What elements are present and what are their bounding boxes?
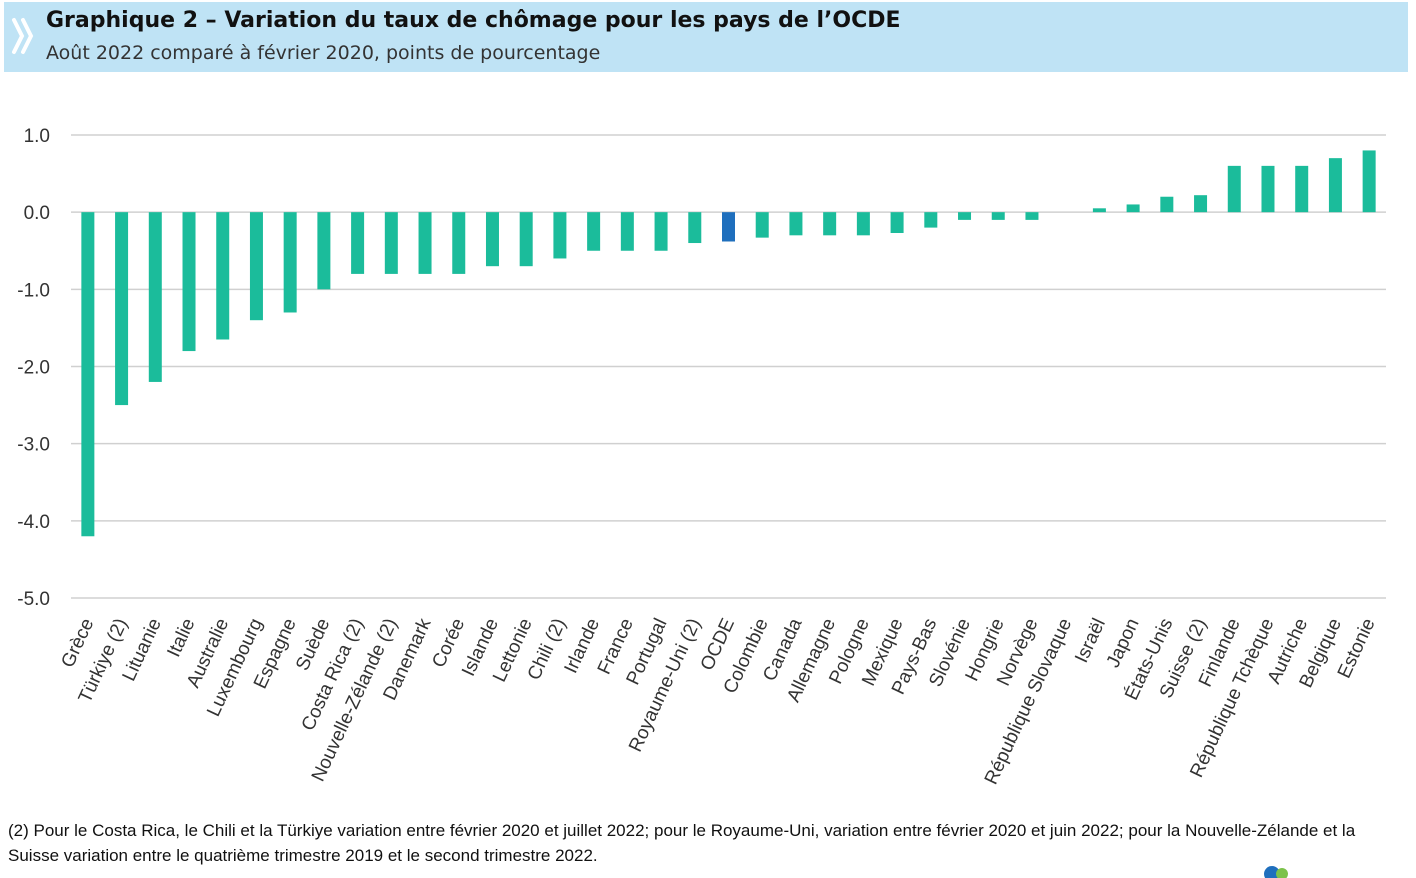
bar-royaume-uni-2- xyxy=(688,212,702,244)
bar-norv-ge xyxy=(1025,212,1039,220)
y-tick-label: -1.0 xyxy=(17,280,50,301)
oecd-chevron-icon xyxy=(12,18,34,54)
y-tick-label: 0.0 xyxy=(24,203,50,224)
y-tick-label: -2.0 xyxy=(17,358,50,379)
grid-lines xyxy=(71,134,1386,599)
bar-cor-e xyxy=(452,212,466,274)
y-tick-label: -3.0 xyxy=(17,435,50,456)
chart-header: Graphique 2 – Variation du taux de chôma… xyxy=(4,2,1408,72)
bar-ocde xyxy=(722,212,735,242)
bar--tats-unis xyxy=(1160,196,1174,213)
bar-danemark xyxy=(418,212,432,274)
y-tick-label: -4.0 xyxy=(17,512,50,533)
bar-espagne xyxy=(283,212,297,313)
bar-australie xyxy=(216,212,230,340)
bar-pologne xyxy=(856,212,870,236)
bar-autriche xyxy=(1295,165,1309,213)
footnote: (2) Pour le Costa Rica, le Chili et la T… xyxy=(8,821,1356,865)
bars xyxy=(81,150,1376,537)
bar-estonie xyxy=(1362,150,1376,213)
bar-gr-ce xyxy=(81,212,95,537)
bar-lituanie xyxy=(148,212,162,382)
bar-belgique xyxy=(1328,158,1342,213)
bar-allemagne xyxy=(823,212,837,236)
bar-japon xyxy=(1126,204,1140,213)
y-tick-label: 1.0 xyxy=(24,126,50,147)
bar-isra-l xyxy=(1092,208,1106,213)
oecd-logo-icon xyxy=(1264,866,1288,878)
bar-italie xyxy=(182,212,196,352)
bar-finlande xyxy=(1227,165,1241,213)
bar-portugal xyxy=(654,212,668,251)
bar-costa-rica-2- xyxy=(351,212,365,274)
y-axis-ticks: 1.0 0.0 -1.0 -2.0 -3.0 -4.0 -5.0 xyxy=(17,126,50,610)
bar-mexique xyxy=(890,212,904,234)
y-tick-label: -5.0 xyxy=(17,589,50,610)
bar-pays-bas xyxy=(924,212,938,228)
chart-subtitle: Août 2022 comparé à février 2020, points… xyxy=(46,42,601,64)
chart-title: Graphique 2 – Variation du taux de chôma… xyxy=(46,8,901,33)
bar-suisse-2- xyxy=(1194,195,1208,213)
bar-chili-2- xyxy=(553,212,567,259)
bar-t-rkiye-2- xyxy=(115,212,129,406)
bar-hongrie xyxy=(991,212,1005,220)
bar-chart: 1.0 0.0 -1.0 -2.0 -3.0 -4.0 -5.0 GrèceTürkiye … xyxy=(17,126,1386,788)
bar-canada xyxy=(789,212,803,236)
bar-lettonie xyxy=(519,212,533,267)
bar-su-de xyxy=(317,212,331,290)
bar-colombie xyxy=(755,212,769,238)
x-tick-label: Italie xyxy=(164,615,200,660)
bar-irlande xyxy=(587,212,601,251)
bar-r-publique-tch-que xyxy=(1261,165,1275,213)
bar-france xyxy=(620,212,634,251)
bar-luxembourg xyxy=(249,212,263,321)
bar-islande xyxy=(485,212,499,267)
bar-nouvelle-z-lande-2- xyxy=(384,212,398,274)
bar-slov-nie xyxy=(958,212,972,220)
